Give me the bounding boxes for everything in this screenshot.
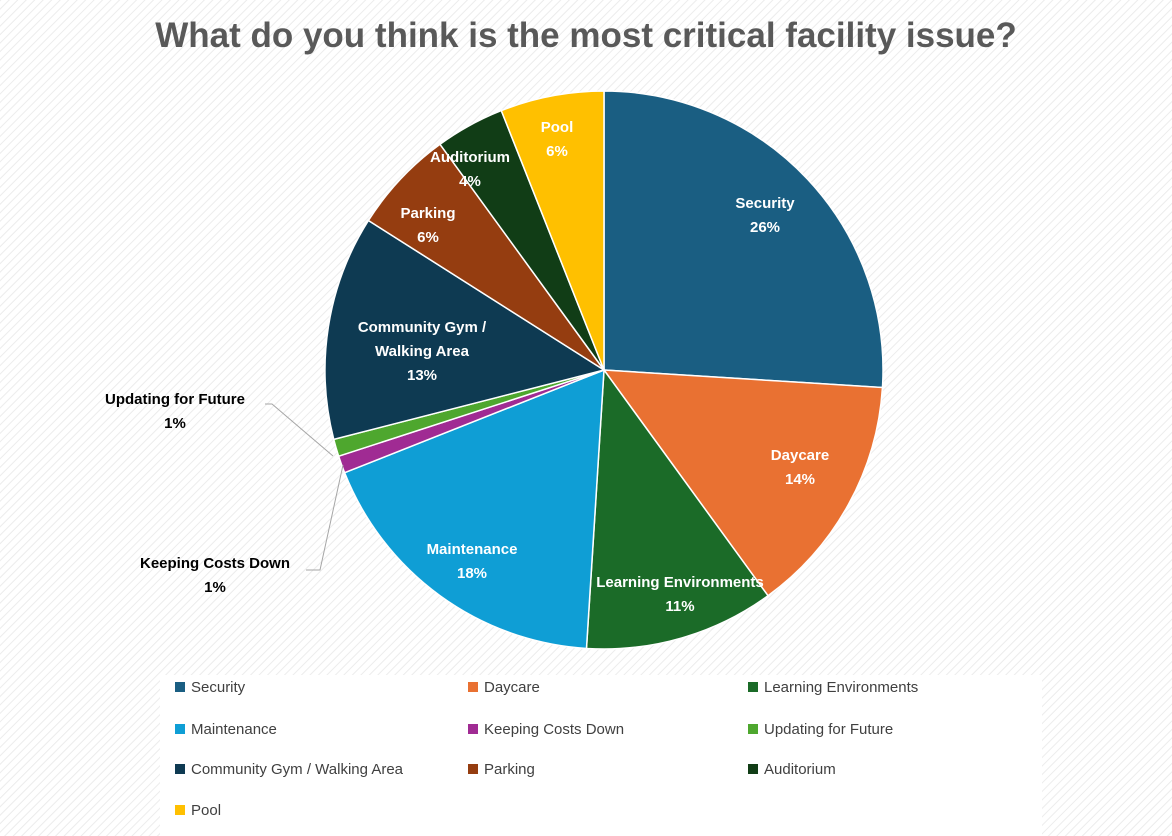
legend-swatch-community-gym-walking-area	[175, 764, 185, 774]
legend-label-learning-environments: Learning Environments	[764, 679, 918, 696]
legend-swatch-keeping-costs-down	[468, 724, 478, 734]
chart-title: What do you think is the most critical f…	[155, 16, 1017, 55]
data-label-community-gym-walking-area-value: 13%	[407, 367, 437, 384]
legend-swatch-learning-environments	[748, 682, 758, 692]
leader-line-keeping-costs-down	[306, 464, 344, 571]
data-label-pool-value: 6%	[546, 143, 568, 160]
data-label-maintenance-name: Maintenance	[427, 541, 518, 558]
data-label-security-value: 26%	[750, 219, 780, 236]
legend-label-community-gym-walking-area: Community Gym / Walking Area	[191, 761, 404, 778]
data-label-auditorium-name: Auditorium	[430, 149, 510, 166]
leader-line-updating-for-future	[265, 403, 334, 457]
legend-label-updating-for-future: Updating for Future	[764, 721, 893, 738]
data-label-community-gym-walking-area-name: Community Gym /	[358, 319, 487, 336]
legend-box	[160, 675, 1042, 836]
pie-slice-maintenance	[343, 368, 605, 650]
legend: Security Daycare Learning Environments Main…	[175, 679, 918, 819]
pie-slice-pool	[500, 90, 605, 371]
pie-slice-community-gym-walking-area	[324, 219, 606, 441]
data-label-learning-environments-name: Learning Environments	[596, 574, 764, 591]
legend-label-auditorium: Auditorium	[764, 761, 836, 778]
data-label-learning-environments-value: 11%	[665, 598, 694, 615]
legend-label-keeping-costs-down: Keeping Costs Down	[484, 721, 624, 738]
data-label-updating-for-future-name: Updating for Future	[105, 391, 245, 408]
data-label-daycare-name: Daycare	[771, 447, 829, 464]
legend-swatch-auditorium	[748, 764, 758, 774]
legend-label-parking: Parking	[484, 761, 535, 778]
data-label-maintenance-value: 18%	[457, 565, 487, 582]
data-label-keeping-costs-down-value: 1%	[204, 579, 226, 596]
legend-swatch-updating-for-future	[748, 724, 758, 734]
data-label-daycare-value: 14%	[785, 471, 815, 488]
pie-slice-security	[603, 90, 884, 389]
legend-label-security: Security	[191, 679, 246, 696]
legend-swatch-daycare	[468, 682, 478, 692]
data-label-updating-for-future-value: 1%	[164, 415, 186, 432]
data-label-keeping-costs-down-name: Keeping Costs Down	[140, 555, 290, 572]
data-label-pool-name: Pool	[541, 119, 574, 136]
legend-label-maintenance: Maintenance	[191, 721, 277, 738]
data-label-auditorium-value: 4%	[459, 173, 481, 190]
data-label-parking-name: Parking	[400, 205, 455, 222]
legend-swatch-maintenance	[175, 724, 185, 734]
legend-label-pool: Pool	[191, 802, 221, 819]
legend-swatch-pool	[175, 805, 185, 815]
legend-swatch-security	[175, 682, 185, 692]
pie-slice-daycare	[602, 369, 884, 597]
legend-swatch-parking	[468, 764, 478, 774]
data-label-security-name: Security	[735, 195, 795, 212]
legend-label-daycare: Daycare	[484, 679, 540, 696]
data-label-parking-value: 6%	[417, 229, 439, 246]
data-label-community-gym-walking-area-name: Walking Area	[375, 343, 470, 360]
pie-slice-learning-environments	[585, 367, 770, 650]
